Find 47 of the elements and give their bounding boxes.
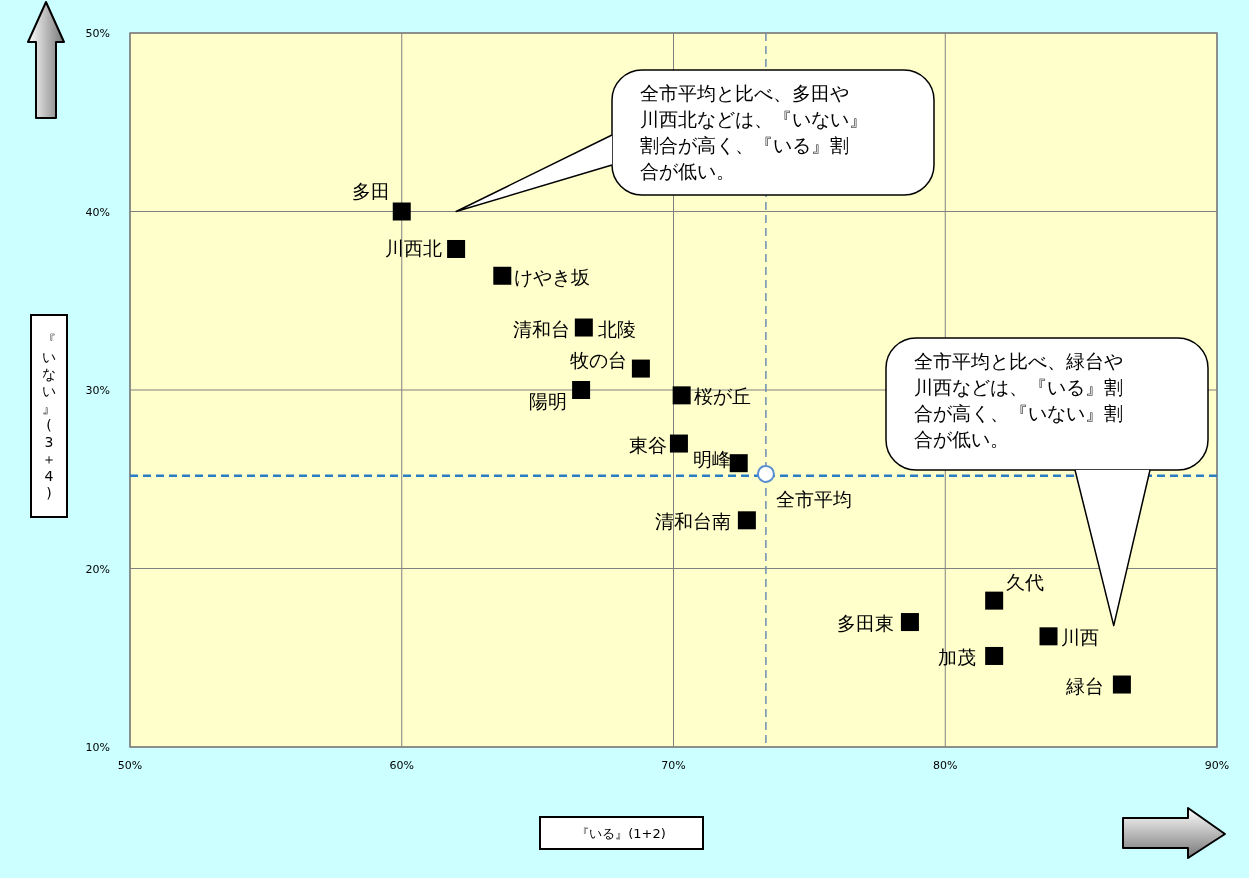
annotation: 清和台 <box>512 317 570 340</box>
point <box>756 464 775 483</box>
annotation: 桜が丘 <box>693 385 751 408</box>
annotation: 久代 <box>1006 570 1045 593</box>
annotation: 多田東 <box>836 612 894 635</box>
annotation: 北陵 <box>597 317 636 340</box>
point <box>493 266 512 285</box>
x-tick-label: 50% <box>117 759 143 772</box>
point <box>737 511 756 530</box>
annotation: 多田 <box>351 179 390 202</box>
point <box>574 318 593 337</box>
annotation: 明峰 <box>692 448 731 471</box>
point <box>672 386 691 405</box>
point <box>669 434 688 453</box>
annotation: 東谷 <box>628 433 667 456</box>
text: 『いない』(3＋4) <box>42 331 56 501</box>
annotation: 川西北 <box>385 236 443 259</box>
point <box>447 239 466 258</box>
annotation: けやき坂 <box>514 265 591 288</box>
annotation: 緑台 <box>1064 674 1104 697</box>
point <box>1039 627 1058 646</box>
annotation: 全市平均と比べ、緑台や川西などは、『いる』割合が高く、『いない』割合が低い。 <box>914 350 1123 450</box>
y-tick-label: 30% <box>85 384 110 397</box>
annotation: 川西 <box>1060 626 1099 649</box>
point <box>900 613 919 632</box>
y-tick-label: 10% <box>85 741 110 754</box>
annotation: 加茂 <box>938 645 977 668</box>
x-tick-label: 90% <box>1204 759 1230 772</box>
point <box>985 646 1004 665</box>
annotation: 清和台南 <box>654 510 731 533</box>
x-tick-label: 80% <box>933 759 958 772</box>
point <box>631 359 650 378</box>
annotation: 全市平均 <box>775 487 852 510</box>
annotation: 全市平均と比べ、多田や川西北などは、『いない』割合が高く、『いる』割合が低い。 <box>640 82 868 182</box>
point <box>729 454 748 473</box>
y-tick-label: 20% <box>85 562 110 576</box>
annotation: 牧の台 <box>569 348 627 371</box>
point <box>572 381 591 399</box>
point <box>985 591 1004 610</box>
annotation: 陽明 <box>529 390 568 412</box>
y-tick-label: 40% <box>85 205 110 219</box>
x-tick-label: 70% <box>661 759 686 772</box>
x-tick-label: 60% <box>389 759 414 772</box>
y-tick-label: 50% <box>85 27 110 40</box>
x-axis-title: 『いる』(1+2) <box>576 826 666 841</box>
point <box>392 202 411 221</box>
point <box>1112 675 1131 694</box>
